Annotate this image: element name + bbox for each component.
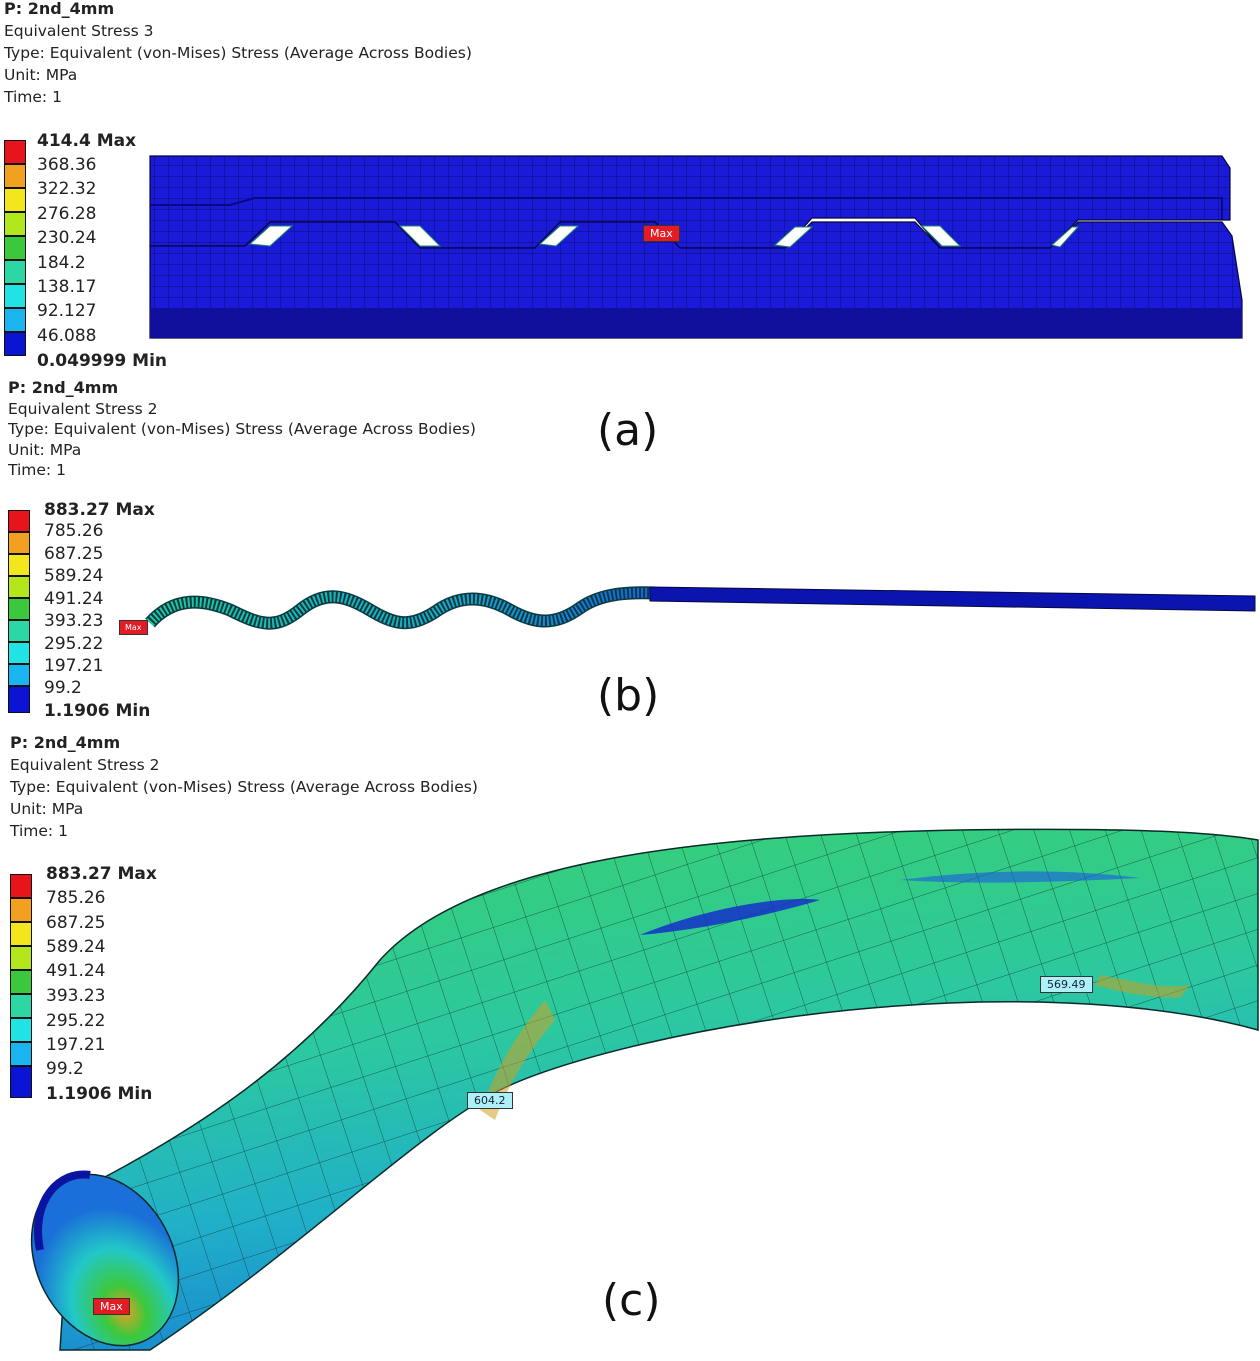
max-probe[interactable]: Max — [93, 1298, 130, 1315]
project-title: P: 2nd_4mm — [8, 378, 119, 397]
fe-model-view — [145, 586, 1256, 630]
result-type: Type: Equivalent (von-Mises) Stress (Ave… — [8, 420, 476, 438]
result-type: Type: Equivalent (von-Mises) Stress (Ave… — [10, 778, 478, 796]
result-unit: Unit: MPa — [4, 66, 78, 84]
fe-model-view — [149, 155, 1243, 339]
panel-caption: (b) — [597, 670, 660, 721]
result-unit: Unit: MPa — [10, 800, 84, 818]
legend-swatch — [10, 994, 32, 1018]
legend-value-label: 184.2 — [37, 253, 86, 273]
low-stress-band — [640, 899, 820, 935]
legend-value-label: 687.25 — [44, 544, 104, 564]
legend-value-label: 197.21 — [44, 656, 104, 676]
legend-swatch — [8, 598, 30, 620]
result-time: Time: 1 — [10, 822, 68, 840]
panel-b: P: 2nd_4mm Equivalent Stress 2 Type: Equ… — [0, 378, 1260, 730]
legend-swatch — [4, 140, 26, 164]
project-title: P: 2nd_4mm — [10, 733, 121, 752]
legend-value-label: 687.25 — [46, 913, 106, 933]
contact-gap — [248, 225, 1080, 248]
result-name: Equivalent Stress 2 — [8, 399, 158, 418]
panel-a: P: 2nd_4mm Equivalent Stress 3 Type: Equ… — [0, 0, 1260, 456]
legend-swatch — [8, 642, 30, 664]
legend-min-label: 1.1906 Min — [44, 701, 151, 721]
result-name: Equivalent Stress 3 — [4, 22, 154, 40]
legend-value-label: 393.23 — [44, 611, 104, 631]
legend-value-label: 230.24 — [37, 228, 97, 248]
legend-swatch — [8, 686, 30, 713]
legend-swatch — [10, 946, 32, 970]
legend-swatch — [8, 576, 30, 598]
legend-swatch — [4, 188, 26, 212]
max-probe[interactable]: Max — [643, 225, 680, 242]
legend-swatch — [8, 664, 30, 686]
result-time: Time: 1 — [8, 461, 66, 479]
legend-max-label: 883.27 Max — [46, 864, 157, 884]
legend-value-label: 92.127 — [37, 301, 97, 321]
legend-max-label: 414.4 Max — [37, 131, 137, 151]
legend-swatch — [8, 620, 30, 642]
legend-value-label: 322.32 — [37, 179, 97, 199]
legend-swatch — [10, 1042, 32, 1066]
legend-value-label: 276.28 — [37, 204, 97, 224]
legend-value-label: 197.21 — [46, 1035, 106, 1055]
legend-value-label: 785.26 — [46, 888, 106, 908]
legend-swatch — [10, 1066, 32, 1098]
legend-swatch — [8, 510, 30, 532]
straight-wire — [649, 586, 1256, 612]
result-type: Type: Equivalent (von-Mises) Stress (Ave… — [4, 44, 472, 62]
legend-swatch — [10, 874, 32, 898]
result-unit: Unit: MPa — [8, 440, 82, 459]
legend-swatch — [8, 532, 30, 554]
result-header: P: 2nd_4mm Equivalent Stress 2 Type: Equ… — [8, 378, 476, 481]
max-probe[interactable]: Max — [119, 620, 148, 635]
legend-swatch — [10, 970, 32, 994]
legend-swatch — [10, 898, 32, 922]
result-header: P: 2nd_4mm Equivalent Stress 2 Type: Equ… — [10, 732, 478, 842]
legend-value-label: 589.24 — [44, 566, 104, 586]
legend-value-label: 295.22 — [44, 634, 104, 654]
legend-swatch — [4, 212, 26, 236]
legend-value-label: 99.2 — [46, 1059, 84, 1079]
legend-value-label: 589.24 — [46, 937, 106, 957]
legend-swatch — [8, 554, 30, 576]
panel-caption: (a) — [597, 405, 659, 456]
legend-max-label: 883.27 Max — [44, 500, 155, 520]
legend-value-label: 785.26 — [44, 521, 104, 541]
fe-model-view — [30, 828, 1259, 1351]
value-probe[interactable]: 569.49 — [1040, 976, 1093, 993]
project-title: P: 2nd_4mm — [4, 0, 115, 18]
legend-swatch — [4, 308, 26, 332]
legend-swatch — [4, 284, 26, 308]
legend-min-label: 0.049999 Min — [37, 351, 168, 371]
legend-swatch — [4, 260, 26, 284]
panel-caption: (c) — [602, 1275, 661, 1326]
legend-swatch — [10, 922, 32, 946]
legend-min-label: 1.1906 Min — [46, 1084, 153, 1104]
legend-value-label: 99.2 — [44, 678, 82, 698]
legend-swatch — [4, 236, 26, 260]
legend-value-label: 368.36 — [37, 155, 97, 175]
legend-value-label: 46.088 — [37, 326, 97, 346]
result-header: P: 2nd_4mm Equivalent Stress 3 Type: Equ… — [4, 0, 472, 108]
legend-swatch — [4, 332, 26, 356]
value-probe[interactable]: 604.2 — [467, 1092, 513, 1109]
result-time: Time: 1 — [4, 88, 62, 106]
panel-c: P: 2nd_4mm Equivalent Stress 2 Type: Equ… — [0, 730, 1260, 1361]
legend-value-label: 138.17 — [37, 277, 97, 297]
legend-value-label: 295.22 — [46, 1011, 106, 1031]
legend-value-label: 491.24 — [44, 589, 104, 609]
legend-value-label: 393.23 — [46, 986, 106, 1006]
legend-swatch — [10, 1018, 32, 1042]
result-name: Equivalent Stress 2 — [10, 756, 160, 774]
legend-value-label: 491.24 — [46, 961, 106, 981]
legend-swatch — [4, 164, 26, 188]
